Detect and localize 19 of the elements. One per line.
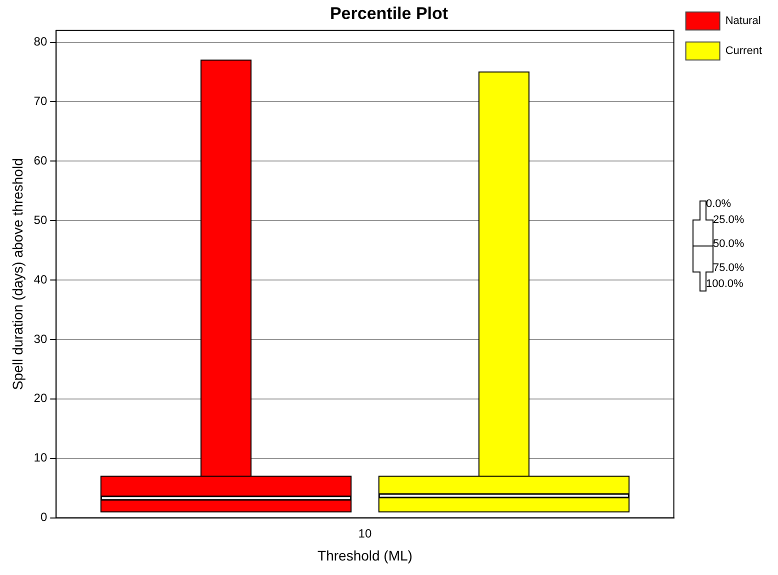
- y-tick-label: 50: [34, 212, 48, 227]
- legend-label: Current: [725, 45, 762, 58]
- text: 0.0%: [706, 198, 732, 210]
- text: 25.0%: [713, 214, 744, 226]
- y-tick-label: 80: [34, 34, 48, 49]
- legend-label: Natural: [725, 15, 761, 28]
- y-tick-label: 60: [34, 153, 48, 168]
- x-axis-title: Threshold (ML): [318, 547, 412, 564]
- y-axis-title: Spell duration (days) above threshold: [9, 158, 26, 390]
- y-tick-label: 0: [40, 510, 48, 524]
- text: 75.0%: [713, 262, 744, 274]
- y-tick-label: 70: [34, 94, 48, 108]
- y-tick-label: 30: [34, 332, 48, 346]
- text: 100.0%: [706, 278, 744, 290]
- text: 50.0%: [713, 238, 744, 250]
- y-tick-label: 40: [34, 272, 48, 286]
- chart-title: Percentile Plot: [330, 4, 448, 23]
- y-tick-label: 20: [34, 391, 48, 406]
- y-tick-label: 10: [34, 450, 48, 465]
